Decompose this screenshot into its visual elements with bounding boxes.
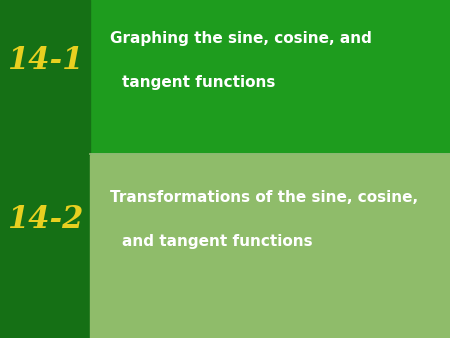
Text: and tangent functions: and tangent functions	[122, 234, 312, 249]
Text: 14-2: 14-2	[7, 204, 83, 235]
Text: Transformations of the sine, cosine,: Transformations of the sine, cosine,	[110, 190, 418, 205]
Bar	[0, 0, 90, 338]
Text: 14-1: 14-1	[7, 45, 83, 76]
Bar	[90, 155, 450, 338]
Text: Graphing the sine, cosine, and: Graphing the sine, cosine, and	[110, 31, 372, 46]
Text: tangent functions: tangent functions	[122, 75, 275, 90]
